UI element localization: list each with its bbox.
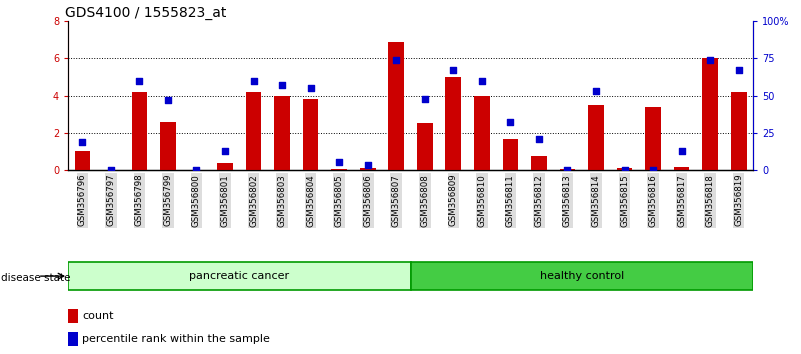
Text: GSM356809: GSM356809 — [449, 174, 458, 227]
Bar — [388, 42, 404, 170]
Point — [504, 120, 517, 125]
Text: GSM356819: GSM356819 — [735, 174, 743, 227]
Bar — [417, 124, 433, 170]
Text: GSM356803: GSM356803 — [278, 174, 287, 227]
Text: GDS4100 / 1555823_at: GDS4100 / 1555823_at — [65, 6, 226, 20]
Bar — [131, 92, 147, 170]
Point — [533, 136, 545, 142]
Point — [732, 68, 745, 73]
Text: GSM356815: GSM356815 — [620, 174, 629, 227]
Text: GSM356802: GSM356802 — [249, 174, 258, 227]
Text: GSM356799: GSM356799 — [163, 174, 172, 226]
Text: GSM356817: GSM356817 — [677, 174, 686, 227]
Bar — [74, 152, 91, 170]
Point — [361, 162, 374, 168]
Text: GSM356797: GSM356797 — [107, 174, 115, 227]
Text: count: count — [83, 311, 114, 321]
Point — [390, 57, 403, 63]
Bar — [68, 332, 78, 346]
Point — [162, 97, 175, 103]
Text: GSM356800: GSM356800 — [192, 174, 201, 227]
Bar — [731, 92, 747, 170]
Bar — [303, 99, 319, 170]
Text: GSM356813: GSM356813 — [563, 174, 572, 227]
Bar — [474, 96, 489, 170]
FancyBboxPatch shape — [410, 262, 753, 290]
Text: GSM356798: GSM356798 — [135, 174, 144, 227]
Point — [190, 167, 203, 173]
Bar — [502, 139, 518, 170]
Bar — [702, 58, 718, 170]
Bar — [674, 167, 690, 170]
Text: GSM356806: GSM356806 — [363, 174, 372, 227]
Bar — [531, 156, 547, 170]
Text: GSM356814: GSM356814 — [591, 174, 601, 227]
Point — [418, 96, 431, 101]
Text: GSM356796: GSM356796 — [78, 174, 87, 227]
Bar — [332, 169, 347, 170]
Text: GSM356811: GSM356811 — [506, 174, 515, 227]
Text: GSM356808: GSM356808 — [421, 174, 429, 227]
Point — [219, 148, 231, 153]
Point — [618, 167, 631, 173]
Bar — [560, 169, 575, 170]
Point — [476, 78, 489, 84]
Point — [76, 139, 89, 144]
Point — [704, 57, 717, 63]
Text: disease state: disease state — [1, 273, 70, 283]
FancyBboxPatch shape — [68, 262, 410, 290]
Point — [447, 68, 460, 73]
Bar — [445, 77, 461, 170]
Bar — [68, 309, 78, 323]
Point — [561, 167, 574, 173]
Text: healthy control: healthy control — [540, 271, 624, 281]
Point — [276, 82, 288, 88]
Bar — [646, 107, 661, 170]
Point — [675, 148, 688, 153]
Bar — [246, 92, 261, 170]
Text: pancreatic cancer: pancreatic cancer — [189, 271, 289, 281]
Point — [104, 167, 117, 173]
Point — [590, 88, 602, 94]
Text: GSM356801: GSM356801 — [220, 174, 230, 227]
Bar — [160, 122, 175, 170]
Point — [304, 85, 317, 91]
Bar — [217, 164, 233, 170]
Point — [133, 78, 146, 84]
Point — [646, 167, 659, 173]
Text: GSM356805: GSM356805 — [335, 174, 344, 227]
Bar — [588, 105, 604, 170]
Text: GSM356812: GSM356812 — [534, 174, 543, 227]
Bar — [274, 96, 290, 170]
Text: GSM356810: GSM356810 — [477, 174, 486, 227]
Bar — [360, 168, 376, 170]
Bar — [617, 168, 632, 170]
Text: GSM356807: GSM356807 — [392, 174, 400, 227]
Text: GSM356816: GSM356816 — [649, 174, 658, 227]
Text: percentile rank within the sample: percentile rank within the sample — [83, 334, 270, 344]
Text: GSM356804: GSM356804 — [306, 174, 315, 227]
Point — [248, 78, 260, 84]
Point — [332, 160, 345, 165]
Text: GSM356818: GSM356818 — [706, 174, 714, 227]
